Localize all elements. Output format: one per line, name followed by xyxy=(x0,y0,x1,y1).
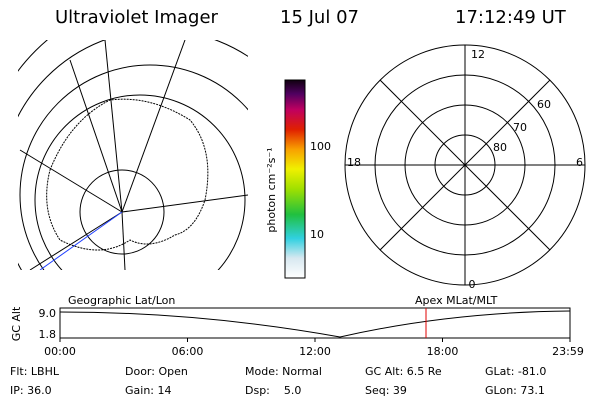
polar-grid xyxy=(344,44,586,286)
polar-label: 0 xyxy=(469,278,476,291)
x-tick-label: 06:00 xyxy=(172,345,204,358)
info-field: Door: Open xyxy=(125,365,188,378)
y-tick-label: 1.8 xyxy=(39,328,57,341)
colorbar-tick: 100 xyxy=(310,140,331,153)
info-field: GC Alt: 6.5 Re xyxy=(365,365,442,378)
x-tick-label: 00:00 xyxy=(44,345,76,358)
altitude-curve xyxy=(59,310,571,338)
ring-label: 60 xyxy=(537,98,551,111)
y-tick-label: 9.0 xyxy=(39,307,57,320)
date: 15 Jul 07 xyxy=(280,7,359,28)
timeline-title: Apex MLat/MLT xyxy=(415,294,498,307)
x-tick-label: 18:00 xyxy=(427,345,459,358)
info-field: Mode: Normal xyxy=(245,365,322,378)
polar-label: 12 xyxy=(471,48,485,61)
info-field: GLat: -81.0 xyxy=(485,365,546,378)
info-field: Seq: 39 xyxy=(365,384,407,397)
title: Ultraviolet Imager xyxy=(55,7,219,28)
geographic-map xyxy=(18,40,248,270)
time: 17:12:49 UT xyxy=(455,7,567,28)
timeline-title: Geographic Lat/Lon xyxy=(68,294,175,307)
colorbar xyxy=(284,79,306,279)
polar-label: 6 xyxy=(576,156,583,169)
info-field: Flt: LBHL xyxy=(10,365,60,378)
colorbar-label: photon cm⁻²s⁻¹ xyxy=(265,147,278,232)
x-tick-label: 23:59 xyxy=(552,345,584,358)
colorbar-tick: 10 xyxy=(310,228,324,241)
info-field: Gain: 14 xyxy=(125,384,172,397)
info-field: IP: 36.0 xyxy=(10,384,52,397)
info-field: GLon: 73.1 xyxy=(485,384,545,397)
timeline-axis-label: GC Alt xyxy=(10,306,23,341)
info-field: Dsp: 5.0 xyxy=(245,384,301,397)
timeline-box xyxy=(59,307,571,339)
x-tick-label: 12:00 xyxy=(299,345,331,358)
polar-label: 18 xyxy=(347,156,361,169)
ring-label: 80 xyxy=(493,141,507,154)
ring-label: 70 xyxy=(513,121,527,134)
